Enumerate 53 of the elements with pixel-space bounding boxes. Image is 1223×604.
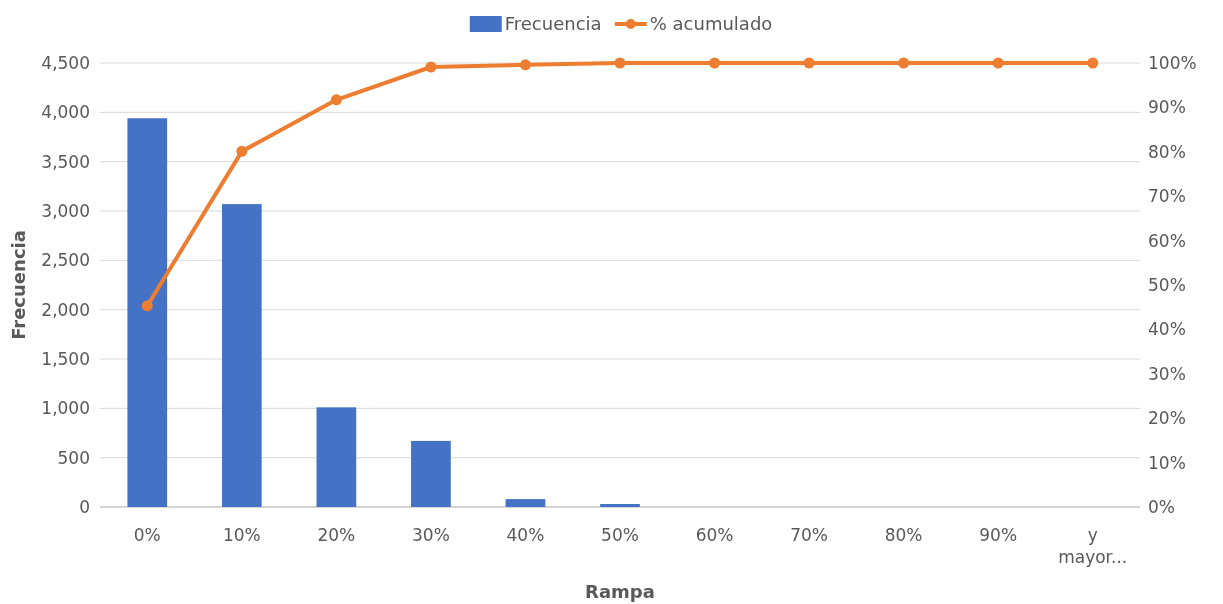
bar bbox=[411, 440, 451, 507]
y2-tick-label: 20% bbox=[1148, 408, 1186, 429]
point bbox=[803, 57, 815, 69]
x-tick-label: 0% bbox=[133, 525, 161, 545]
legend-label: Frecuencia bbox=[504, 13, 602, 35]
x-tick-label: 20% bbox=[317, 525, 356, 545]
x-tick-label: 50% bbox=[601, 525, 639, 545]
x-tick-label: y mayor... bbox=[1058, 525, 1128, 567]
y-tick-label: 3,500 bbox=[41, 151, 90, 172]
x-tick-label: 10% bbox=[222, 525, 261, 545]
x-axis-title: Rampa bbox=[585, 581, 655, 602]
y-tick-label: 1,500 bbox=[41, 348, 90, 369]
bar bbox=[505, 499, 546, 507]
point bbox=[1087, 57, 1099, 69]
point bbox=[330, 94, 342, 106]
y-tick-label: 500 bbox=[57, 447, 90, 468]
point bbox=[898, 57, 910, 69]
y2-tick-label: 70% bbox=[1148, 186, 1186, 207]
y2-tick-label: 10% bbox=[1148, 452, 1186, 473]
y-tick-label: 1,000 bbox=[41, 398, 90, 419]
bar bbox=[221, 204, 262, 507]
y-tick-label: 4,500 bbox=[41, 52, 90, 73]
y2-tick-label: 100% bbox=[1148, 52, 1197, 73]
x-tick-label: 30% bbox=[412, 525, 450, 545]
y2-tick-label: 80% bbox=[1148, 141, 1186, 162]
y-tick-label: 4,000 bbox=[41, 102, 90, 123]
y-axis-title: Frecuencia bbox=[8, 230, 29, 340]
legend-label: % acumulado bbox=[649, 13, 773, 35]
y2-tick-label: 50% bbox=[1148, 274, 1186, 295]
x-tick-label: 90% bbox=[979, 525, 1018, 545]
y-tick-label: 3,000 bbox=[41, 200, 90, 221]
bar bbox=[316, 407, 357, 507]
point bbox=[709, 57, 721, 69]
point bbox=[519, 59, 531, 71]
y2-tick-label: 60% bbox=[1148, 230, 1186, 251]
y-tick-label: 2,000 bbox=[41, 299, 90, 320]
bar bbox=[600, 504, 640, 507]
y-tick-label: 2,500 bbox=[41, 250, 90, 271]
x-tick-label: 60% bbox=[695, 525, 734, 545]
point bbox=[141, 300, 153, 312]
y-tick-label: 0 bbox=[79, 496, 90, 517]
y2-tick-label: 40% bbox=[1148, 319, 1186, 340]
bar bbox=[127, 118, 168, 507]
y2-tick-label: 30% bbox=[1148, 363, 1186, 384]
x-tick-label: 70% bbox=[790, 525, 828, 545]
y2-tick-label: 0% bbox=[1148, 496, 1175, 517]
point bbox=[425, 61, 437, 73]
x-tick-label: 40% bbox=[506, 525, 545, 545]
point bbox=[614, 57, 626, 69]
x-tick-label: 80% bbox=[884, 525, 923, 545]
y2-tick-label: 90% bbox=[1148, 97, 1186, 118]
point bbox=[236, 145, 248, 157]
point bbox=[992, 57, 1004, 69]
